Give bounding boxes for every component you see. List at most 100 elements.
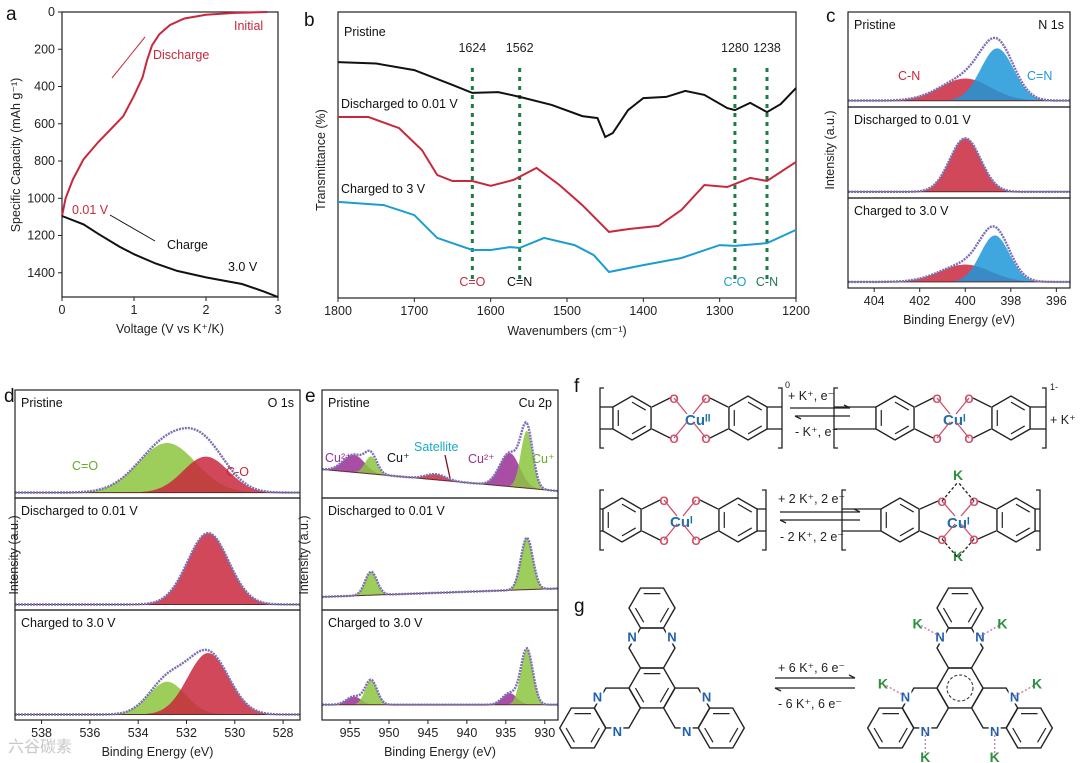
oxygen-atom: O (701, 392, 710, 406)
o-k-bond (941, 538, 959, 559)
double-bond (1010, 401, 1026, 411)
annotation-discharge: Discharge (153, 48, 209, 62)
y-tick-label: 200 (34, 42, 55, 56)
nitrogen-atom: N (901, 690, 910, 705)
k-top: K (953, 467, 963, 483)
bond (651, 428, 671, 439)
envelope-fit (848, 225, 1070, 284)
ring (866, 707, 915, 749)
y-tick-label: 1400 (27, 266, 55, 280)
y-tick-label: 400 (34, 80, 55, 94)
o-cu-bond (936, 421, 951, 439)
discharge-arrow (111, 36, 146, 79)
oxygen-atom: O (701, 432, 710, 446)
o-cu-bond (955, 397, 970, 415)
label-cuplus-2: Cu⁺ (532, 452, 555, 466)
ring (628, 587, 676, 629)
watermark: 六谷碳素 (8, 738, 72, 756)
x-tick-label: 3 (275, 303, 282, 317)
double-bond (894, 401, 910, 411)
nitrogen-atom: N (627, 630, 636, 645)
subpanel-title: Pristine (854, 18, 896, 32)
panel-f-reaction-scheme: + K⁺, e⁻ - K⁺, e⁻ 0 1- + K⁺ + 2 K⁺, 2 e⁻… (599, 380, 1076, 564)
nitrogen-atom: N (935, 630, 944, 645)
label-c-o: C-O (226, 465, 249, 479)
bracket-right (1042, 387, 1047, 449)
label-discharged: Discharged to 0.01 V (341, 97, 458, 111)
nitrogen-atom: N (975, 630, 984, 645)
double-bond (729, 727, 739, 743)
cu-i-label-2: Cuᴵ (670, 514, 693, 531)
o-cu-bond (941, 500, 956, 517)
ring (558, 707, 607, 749)
k-bottom: K (953, 548, 963, 564)
double-bond (634, 607, 645, 623)
x-tick-label: 396 (1046, 294, 1067, 308)
envelope-fit (321, 420, 559, 493)
o-cu-bond (682, 499, 697, 517)
oxygen-atom: O (932, 432, 941, 446)
reaction-3-reverse: - 6 K⁺, 6 e⁻ (778, 697, 842, 711)
atom-bg (665, 629, 678, 644)
double-bond (737, 503, 753, 513)
nitrogen-atom: N (1010, 690, 1019, 705)
label-c=n: C=N (1027, 69, 1052, 83)
y-axis-label: Specific Capacity (mAh g⁻¹) (9, 78, 23, 233)
nitrogen-atom: N (593, 690, 602, 705)
atom-bg (700, 689, 713, 704)
peak-cu2+ (322, 453, 558, 491)
y-tick-label: 1200 (27, 229, 55, 243)
label-satellite: Satellite (414, 440, 459, 454)
x-tick-label: 1800 (324, 304, 352, 318)
double-bond (942, 607, 953, 623)
panel-label-a: a (6, 4, 17, 25)
core-level-title: Cu 2p (519, 396, 552, 410)
label-pristine: Pristine (344, 25, 386, 39)
y-tick-label: 1000 (27, 191, 55, 205)
x-tick-label: 1 (131, 303, 138, 317)
nitrogen-atom: N (682, 724, 691, 739)
potassium-atom: K (913, 616, 923, 632)
x-axis-label: Binding Energy (eV) (903, 313, 1015, 327)
panel-label-e: e (305, 386, 316, 407)
panel-label-d: d (4, 386, 15, 407)
peak-c-n (848, 264, 1070, 282)
ring (936, 587, 984, 629)
core-level-title: O 1s (268, 396, 294, 410)
o-k-bond (941, 481, 959, 502)
bond (919, 500, 939, 510)
envelope-fit (322, 646, 558, 706)
peak-cu+ (322, 649, 558, 705)
subpanel-title: Charged to 3.0 V (21, 616, 116, 630)
bond-label-C=N: C=N (507, 275, 532, 289)
ring (1005, 707, 1054, 749)
bond (972, 397, 992, 408)
y-axis-label: Intensity (a.u.) (297, 515, 311, 594)
oxygen-atom: O (691, 534, 700, 548)
oxygen-atom: O (659, 534, 668, 548)
y-tick-label: 0 (48, 5, 55, 19)
o-cu-bond (692, 421, 707, 439)
bond (709, 428, 729, 439)
satellite-arrow (444, 454, 451, 479)
potassium-atom: K (878, 676, 888, 692)
x-tick-label: 536 (79, 726, 100, 740)
subpanel-title: Pristine (21, 396, 63, 410)
bond (651, 397, 671, 408)
panel-label-g: g (574, 596, 585, 617)
double-bond (1015, 527, 1031, 537)
delocalized-ring (946, 674, 974, 702)
x-tick-label: 950 (379, 726, 400, 740)
peak-c-o (15, 653, 300, 715)
double-bond (621, 527, 637, 537)
ring (936, 667, 984, 709)
y-axis-label: Intensity (a.u.) (823, 110, 837, 189)
label-cu2plus-2: Cu²⁺ (468, 452, 495, 466)
double-bond (967, 607, 978, 623)
o-cu-bond (673, 421, 688, 439)
label-charged: Charged to 3 V (341, 182, 426, 196)
baseline (321, 468, 559, 492)
bond (977, 500, 997, 510)
arrow-head (853, 508, 861, 513)
bracket-right (778, 387, 783, 449)
